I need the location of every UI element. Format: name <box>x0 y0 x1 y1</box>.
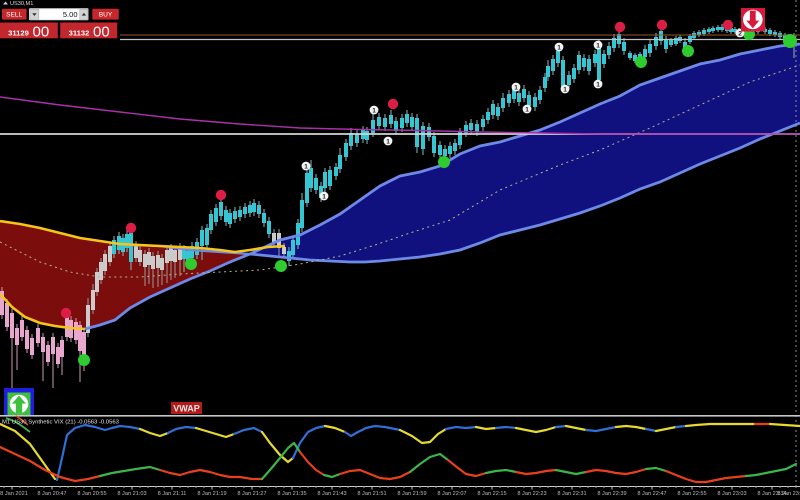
svg-text:1: 1 <box>525 106 529 113</box>
svg-text:1: 1 <box>322 193 326 200</box>
svg-text:8 Jan 21:03: 8 Jan 21:03 <box>117 491 146 497</box>
svg-text:1: 1 <box>386 138 390 145</box>
svg-text:31132: 31132 <box>69 29 90 38</box>
svg-text:M1 US30 Synthetic VIX (21) -0.: M1 US30 Synthetic VIX (21) -0.0563 -0.05… <box>2 420 120 426</box>
svg-text:1: 1 <box>596 42 600 49</box>
svg-text:8 Jan 22:07: 8 Jan 22:07 <box>437 491 466 497</box>
svg-text:8 Jan 23:50: 8 Jan 23:50 <box>777 491 800 497</box>
svg-text:00: 00 <box>93 24 110 41</box>
svg-text:2: 2 <box>738 30 742 37</box>
svg-text:8 Jan 21:11: 8 Jan 21:11 <box>158 491 187 497</box>
svg-text:8 Jan 22:55: 8 Jan 22:55 <box>677 491 706 497</box>
svg-text:VWAP: VWAP <box>173 404 200 414</box>
svg-text:8 Jan 20:55: 8 Jan 20:55 <box>77 491 106 497</box>
svg-text:8 Jan 22:31: 8 Jan 22:31 <box>557 491 586 497</box>
svg-text:1: 1 <box>304 163 308 170</box>
svg-text:1: 1 <box>557 44 561 51</box>
svg-text:US30,M1: US30,M1 <box>10 1 33 7</box>
svg-text:1: 1 <box>372 107 376 114</box>
svg-text:8 Jan 21:19: 8 Jan 21:19 <box>197 491 226 497</box>
svg-text:8 Jan 21:27: 8 Jan 21:27 <box>237 491 266 497</box>
svg-text:00: 00 <box>33 24 50 41</box>
svg-text:8 Jan 23:34: 8 Jan 23:34 <box>757 491 786 497</box>
svg-text:8 Jan 21:51: 8 Jan 21:51 <box>357 491 386 497</box>
svg-text:8 Jan 22:39: 8 Jan 22:39 <box>597 491 626 497</box>
svg-text:8 Jan 22:15: 8 Jan 22:15 <box>477 491 506 497</box>
svg-text:8 Jan 22:23: 8 Jan 22:23 <box>517 491 546 497</box>
svg-text:SELL: SELL <box>6 12 22 19</box>
svg-text:8 Jan 21:59: 8 Jan 21:59 <box>397 491 426 497</box>
svg-text:8 Jan 20:47: 8 Jan 20:47 <box>37 491 66 497</box>
svg-text:8 Jan 2021: 8 Jan 2021 <box>0 491 28 497</box>
svg-text:8 Jan 21:35: 8 Jan 21:35 <box>277 491 306 497</box>
svg-text:1: 1 <box>563 86 567 93</box>
svg-text:8 Jan 23:03: 8 Jan 23:03 <box>717 491 746 497</box>
svg-text:8 Jan 21:43: 8 Jan 21:43 <box>317 491 346 497</box>
svg-text:5.00: 5.00 <box>63 10 78 19</box>
svg-text:1: 1 <box>596 81 600 88</box>
svg-text:BUY: BUY <box>99 12 113 19</box>
svg-text:8 Jan 22:47: 8 Jan 22:47 <box>637 491 666 497</box>
svg-text:1: 1 <box>514 84 518 91</box>
svg-text:31129: 31129 <box>8 29 29 38</box>
